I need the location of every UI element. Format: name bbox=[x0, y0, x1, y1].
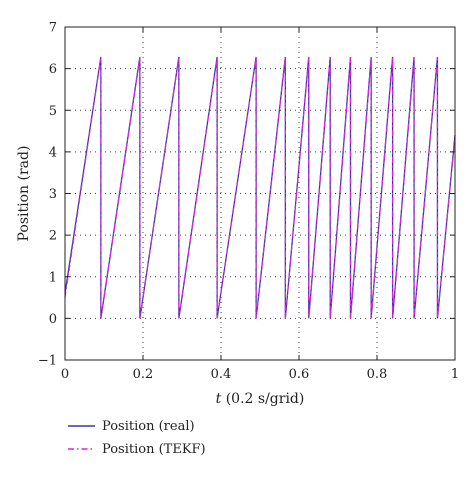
y-tick-label: 3 bbox=[49, 187, 57, 202]
x-tick-label: 0.4 bbox=[211, 367, 232, 382]
legend-label-tekf: Position (TEKF) bbox=[102, 442, 206, 457]
axis-ticks bbox=[64, 26, 456, 361]
x-tick-label: 0 bbox=[61, 367, 69, 382]
y-tick-label: 0 bbox=[49, 312, 57, 327]
x-tick-label: 0.6 bbox=[289, 367, 310, 382]
x-axis-label: t (0.2 s/grid) bbox=[216, 391, 305, 407]
y-tick-label: 5 bbox=[49, 104, 57, 119]
grid-lines bbox=[65, 27, 455, 360]
series-line-tekf bbox=[64, 56, 456, 319]
x-axis-label-rest: (0.2 s/grid) bbox=[221, 391, 304, 407]
series-lines bbox=[64, 56, 456, 319]
legend: Position (real) Position (TEKF) bbox=[68, 419, 206, 457]
x-axis-label-italic: t bbox=[216, 391, 222, 407]
legend-label-real: Position (real) bbox=[102, 419, 195, 434]
x-tick-label: 0.8 bbox=[367, 367, 388, 382]
y-tick-label: 4 bbox=[49, 145, 57, 160]
y-tick-label: −1 bbox=[38, 354, 57, 369]
y-tick-label: 7 bbox=[49, 21, 57, 36]
y-tick-label: 1 bbox=[49, 270, 57, 285]
x-tick-label: 1 bbox=[451, 367, 459, 382]
y-tick-label: 2 bbox=[49, 229, 57, 244]
x-tick-labels: 0 0.2 0.4 0.6 0.8 1 bbox=[61, 367, 459, 382]
y-tick-labels: −1 0 1 2 3 4 5 6 7 bbox=[38, 21, 57, 369]
y-tick-label: 6 bbox=[49, 62, 57, 77]
x-tick-label: 0.2 bbox=[133, 367, 154, 382]
y-axis-label: Position (rad) bbox=[16, 146, 32, 242]
